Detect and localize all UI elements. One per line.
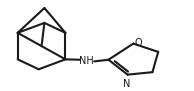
Text: N: N [123, 79, 130, 89]
Text: NH: NH [79, 56, 94, 66]
Text: O: O [134, 38, 142, 48]
